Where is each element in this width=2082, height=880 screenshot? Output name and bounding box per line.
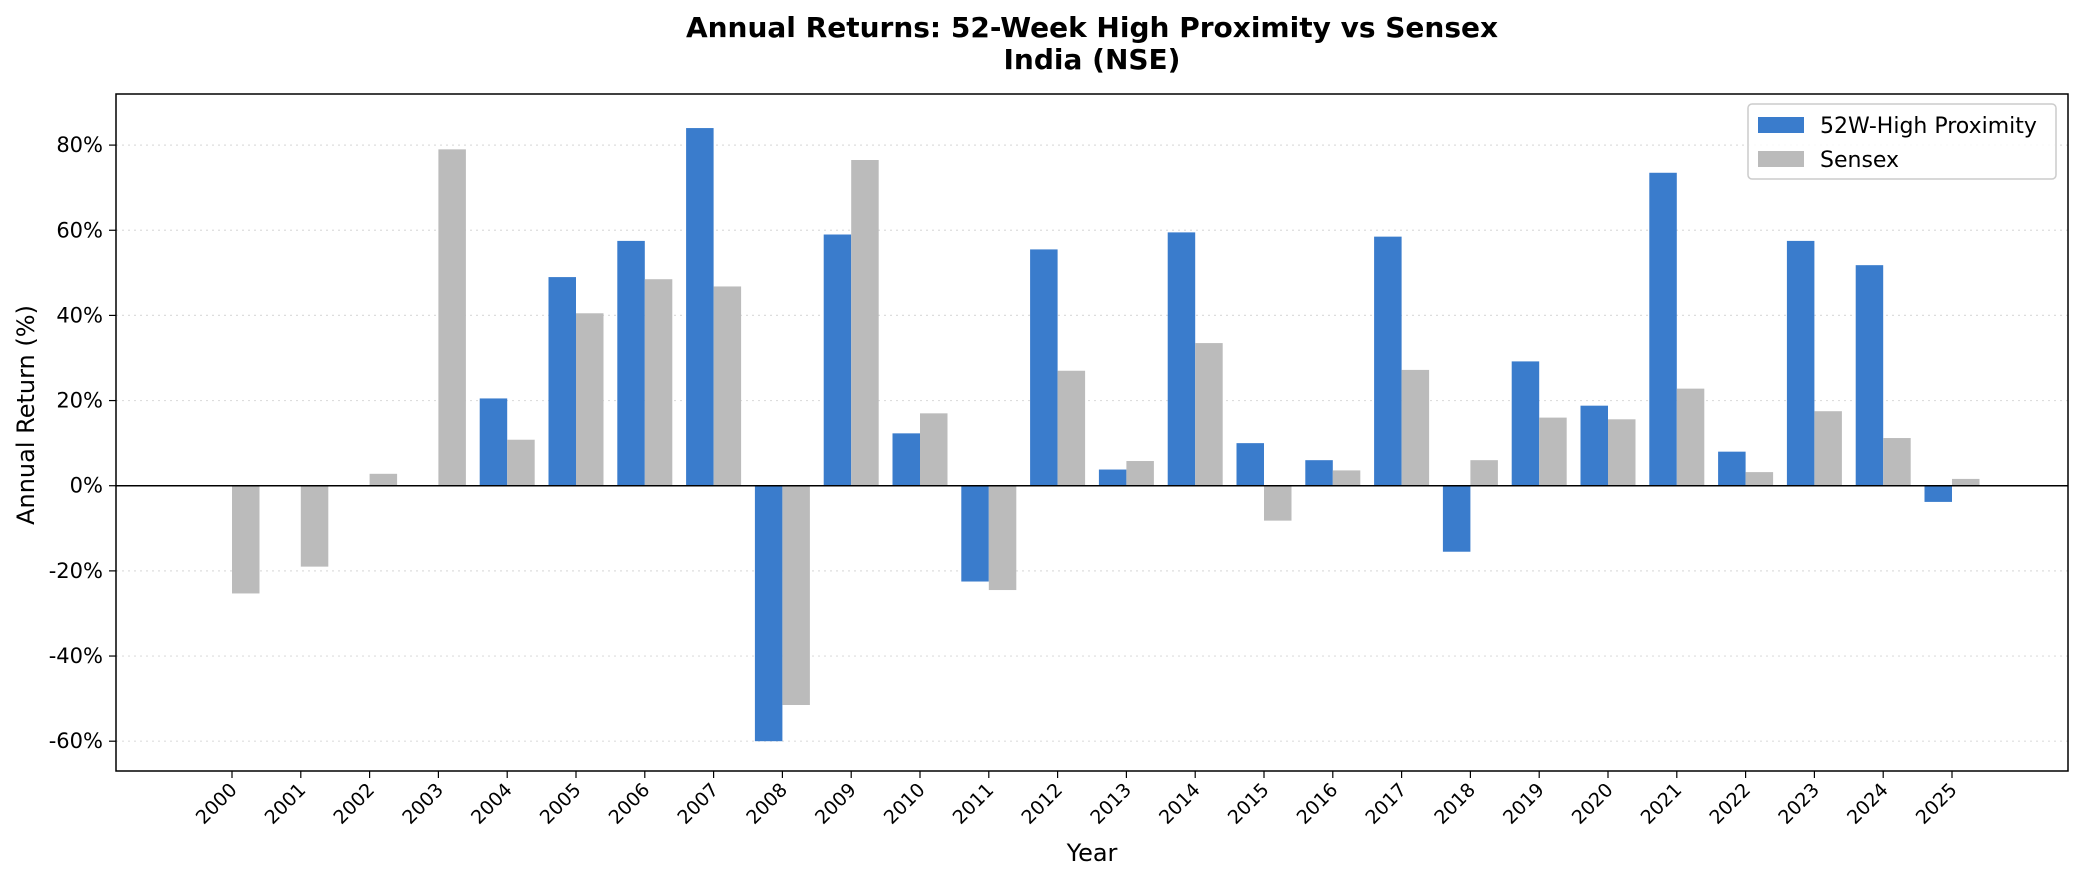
bar-sensex-2024 [1883,438,1911,486]
legend-label-sensex: Sensex [1820,148,1899,173]
chart-subtitle: India (NSE) [1004,43,1181,76]
x-tick-label: 2001 [261,779,311,829]
bar-sensex-2013 [1126,461,1154,486]
y-tick-label: 60% [56,218,103,242]
x-tick-label: 2017 [1361,779,1411,829]
x-tick-label: 2024 [1843,779,1893,829]
bar-sensex-2003 [438,149,466,486]
bar-sensex-2001 [300,485,329,567]
x-tick-label: 2012 [1017,779,1067,829]
legend-swatch-sensex [1758,151,1804,167]
bar-52w-high-2014 [1167,232,1196,486]
bar-52w-high-2011 [961,485,989,582]
y-tick-label: 0% [70,474,103,498]
bar-52w-high-2012 [1030,249,1058,486]
bar-sensex-2018 [1470,460,1498,486]
bar-52w-high-2015 [1236,443,1264,486]
bar-52w-high-2013 [1098,469,1127,486]
bar-52w-high-2021 [1649,172,1677,486]
bar-52w-high-2017 [1374,236,1402,486]
bar-sensex-2000 [232,485,260,594]
bar-52w-high-2020 [1580,405,1608,486]
plot-frame [115,93,2069,772]
bar-52w-high-2024 [1855,265,1884,486]
x-tick-label: 2015 [1224,779,1274,829]
x-tick-label: 2019 [1499,779,1549,829]
x-tick-label: 2013 [1086,779,1136,829]
bar-sensex-2007 [713,286,742,486]
legend-swatch-52w-high [1758,117,1804,133]
y-tick-label: -60% [49,729,103,753]
x-axis-label: Year [1066,839,1118,867]
bar-52w-high-2004 [479,398,508,486]
bar-sensex-2010 [920,413,948,486]
bar-52w-high-2006 [617,240,645,486]
x-tick-label: 2002 [329,779,379,829]
bar-sensex-2023 [1814,411,1842,486]
x-tick-label: 2008 [742,779,792,829]
bar-sensex-2015 [1264,485,1292,521]
legend-frame [1747,103,2057,180]
bar-sensex-2017 [1401,369,1430,486]
bar-52w-high-2022 [1718,451,1746,486]
bars [232,128,1980,742]
x-tick-label: 2020 [1568,779,1618,829]
x-tick-label: 2018 [1430,779,1480,829]
bar-52w-high-2007 [686,128,714,486]
chart-title: Annual Returns: 52-Week High Proximity v… [686,11,1498,44]
bar-52w-high-2018 [1442,485,1471,552]
bar-52w-high-2016 [1305,460,1333,486]
x-tick-label: 2000 [192,779,242,829]
bar-sensex-2006 [644,279,673,486]
bar-sensex-2016 [1332,470,1361,486]
x-tick-label: 2016 [1293,779,1343,829]
legend: 52W-High Proximity Sensex [1747,103,2057,180]
grid-lines [116,144,2068,742]
bar-sensex-2009 [851,159,879,486]
x-tick-label: 2025 [1912,779,1962,829]
x-tick-label: 2009 [811,779,861,829]
x-tick-label: 2023 [1774,779,1824,829]
bar-sensex-2022 [1745,472,1774,486]
bar-52w-high-2009 [823,234,852,486]
x-tick-label: 2005 [536,779,586,829]
bar-sensex-2025 [1952,478,1980,486]
y-tick-label: 20% [56,389,103,413]
bar-sensex-2005 [576,313,604,486]
bar-52w-high-2010 [892,433,920,486]
y-tick-label: 80% [56,133,103,157]
bar-sensex-2021 [1676,388,1705,486]
x-tick-label: 2011 [949,779,999,829]
bar-52w-high-2019 [1511,361,1540,486]
bar-sensex-2011 [988,485,1017,591]
bar-52w-high-2008 [754,485,783,742]
bar-sensex-2012 [1057,370,1086,486]
x-tick-label: 2003 [398,779,448,829]
y-axis-label: Annual Return (%) [12,305,40,525]
x-tick-label: 2007 [673,779,723,829]
bar-sensex-2004 [507,439,535,486]
bar-sensex-2014 [1195,343,1223,486]
x-tick-label: 2021 [1637,779,1687,829]
bar-52w-high-2005 [548,277,576,486]
x-tick-label: 2022 [1705,779,1755,829]
bar-sensex-2020 [1608,419,1636,486]
x-tick-label: 2004 [467,779,517,829]
y-tick-label: -40% [49,644,103,668]
bar-sensex-2019 [1539,417,1567,486]
y-tick-label: 40% [56,303,103,327]
x-tick-label: 2006 [605,779,655,829]
bar-52w-high-2025 [1924,485,1952,502]
y-tick-label: -20% [49,559,103,583]
x-tick-label: 2014 [1155,779,1205,829]
x-tick-label: 2010 [880,779,930,829]
legend-label-52w-high: 52W-High Proximity [1820,114,2037,139]
bar-sensex-2002 [369,473,398,486]
bar-52w-high-2023 [1786,240,1815,486]
bar-sensex-2008 [782,485,810,706]
